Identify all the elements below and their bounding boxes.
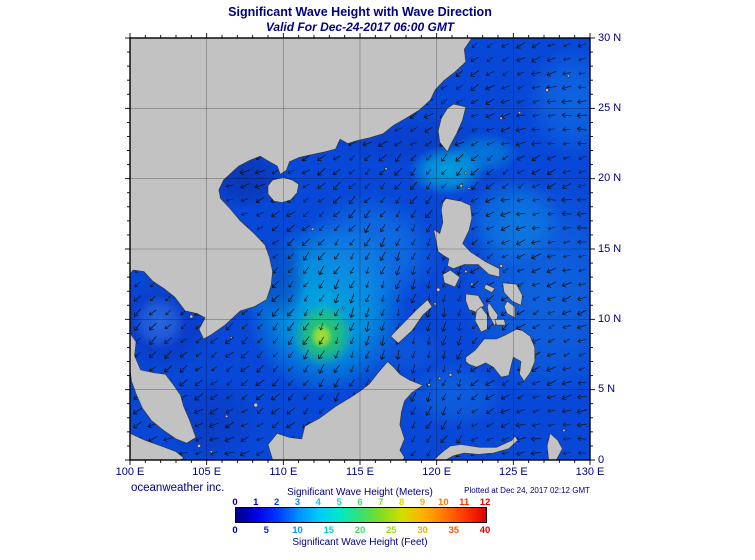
- meters-tick-label: 8: [399, 497, 405, 508]
- feet-tick-label: 10: [292, 525, 303, 536]
- credit-text: oceanweather inc.: [131, 482, 225, 494]
- y-tick-label: 25 N: [598, 101, 622, 114]
- meters-tick-label: 3: [294, 497, 301, 508]
- x-tick-label: 115 E: [346, 466, 374, 478]
- wave-height-colorbar: [235, 507, 487, 523]
- plotted-timestamp: Plotted at Dec 24, 2017 02:12 GMT: [464, 486, 590, 495]
- feet-tick-label: 40: [479, 525, 491, 536]
- legend-feet-ticks: 0 5 10 15 20 25 30 35 40: [232, 525, 490, 537]
- map-plot-area: [130, 38, 590, 460]
- feet-tick-label: 25: [385, 525, 397, 536]
- legend-meters-title: Significant Wave Height (Meters): [287, 487, 433, 498]
- meters-tick-label: 1: [253, 497, 259, 508]
- x-tick-label: 130 E: [575, 466, 605, 478]
- meters-tick-label: 4: [315, 497, 321, 508]
- feet-tick-label: 15: [323, 525, 335, 536]
- wave-height-map: [125, 33, 595, 465]
- y-tick-label: 20 N: [598, 172, 622, 185]
- meters-tick-label: 7: [378, 497, 384, 508]
- meters-tick-label: 11: [459, 497, 470, 508]
- meters-tick-label: 9: [419, 497, 426, 508]
- meters-tick-label: 6: [357, 497, 363, 508]
- meters-tick-label: 5: [336, 497, 342, 508]
- chart-title: Significant Wave Height with Wave Direct…: [228, 5, 492, 19]
- grid-layer: [130, 38, 590, 460]
- x-tick-label: 100 E: [115, 466, 145, 478]
- y-tick-label: 30 N: [598, 31, 622, 44]
- y-tick-label: 5 N: [598, 383, 616, 396]
- feet-tick-label: 0: [232, 525, 238, 536]
- meters-tick-label: 10: [438, 497, 449, 508]
- y-tick-label: 15 N: [598, 242, 622, 255]
- x-tick-label: 120 E: [422, 466, 452, 478]
- x-tick-label: 110 E: [269, 466, 298, 478]
- meters-tick-label: 2: [274, 497, 280, 508]
- x-tick-label: 125 E: [498, 466, 528, 478]
- chart-subtitle: Valid For Dec-24-2017 06:00 GMT: [265, 20, 455, 34]
- meters-tick-label: 0: [232, 497, 238, 508]
- feet-tick-label: 5: [263, 525, 269, 536]
- land-layer: [130, 38, 570, 460]
- y-tick-label: 0: [598, 453, 605, 466]
- legend-feet-title: Significant Wave Height (Feet): [292, 537, 428, 548]
- meters-tick-label: 12: [479, 497, 491, 508]
- feet-tick-label: 20: [354, 525, 366, 536]
- y-tick-label: 10 N: [598, 312, 622, 325]
- map-frame: [129, 37, 591, 461]
- feet-tick-label: 35: [448, 525, 460, 536]
- legend-meters-ticks: 0 1 2 3 4 5 6 7 8 9 10 11 12: [232, 497, 490, 509]
- x-tick-label: 105 E: [192, 466, 222, 478]
- feet-tick-label: 30: [417, 525, 428, 536]
